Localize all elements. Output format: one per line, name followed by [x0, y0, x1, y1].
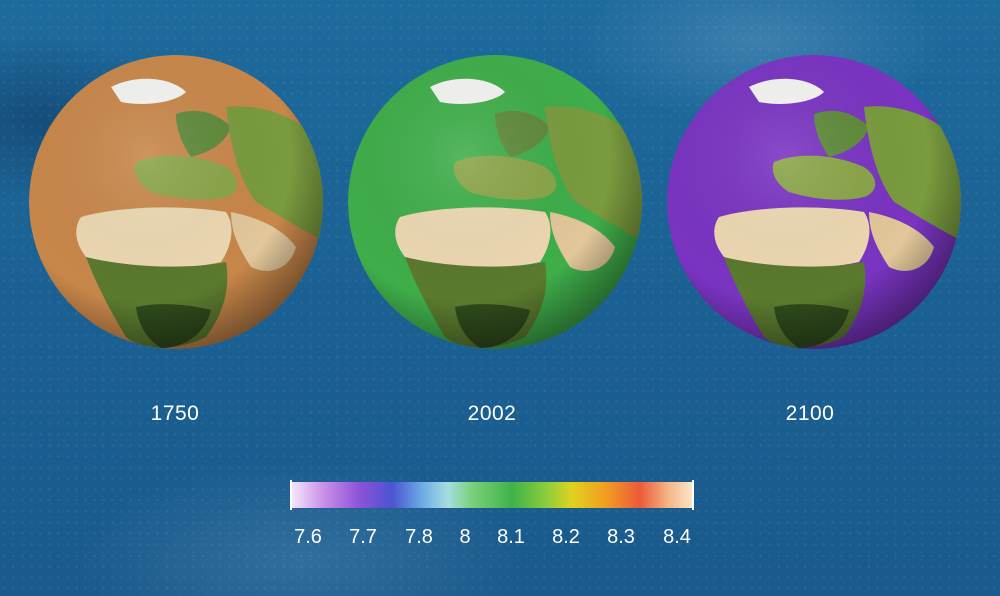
- colorbar-left-end: [290, 480, 292, 510]
- tick-label: 8.1: [497, 526, 525, 548]
- globe-1750: [29, 55, 323, 349]
- year-label-2100: 2100: [785, 402, 835, 425]
- tick-label: 8.4: [663, 526, 691, 548]
- tick-label: 7.6: [294, 526, 322, 548]
- colorbar-tick-labels: 7.6 7.7 7.8 8 8.1 8.2 8.3 8.4: [0, 526, 1000, 550]
- year-label-1750: 1750: [150, 402, 200, 425]
- colorbar-right-end: [692, 480, 694, 510]
- globe-shading: [29, 55, 323, 349]
- tick-label: 8.2: [552, 526, 580, 548]
- globe-2100: [667, 55, 961, 349]
- globe-shading: [667, 55, 961, 349]
- tick-label: 8.3: [607, 526, 635, 548]
- globe-2002: [348, 55, 642, 349]
- tick-label: 8: [459, 526, 471, 548]
- year-label-2002: 2002: [467, 402, 517, 425]
- ph-colorbar: [290, 480, 694, 510]
- colorbar-gradient: [292, 482, 692, 508]
- tick-label: 7.8: [405, 526, 433, 548]
- globe-shading: [348, 55, 642, 349]
- tick-label: 7.7: [349, 526, 377, 548]
